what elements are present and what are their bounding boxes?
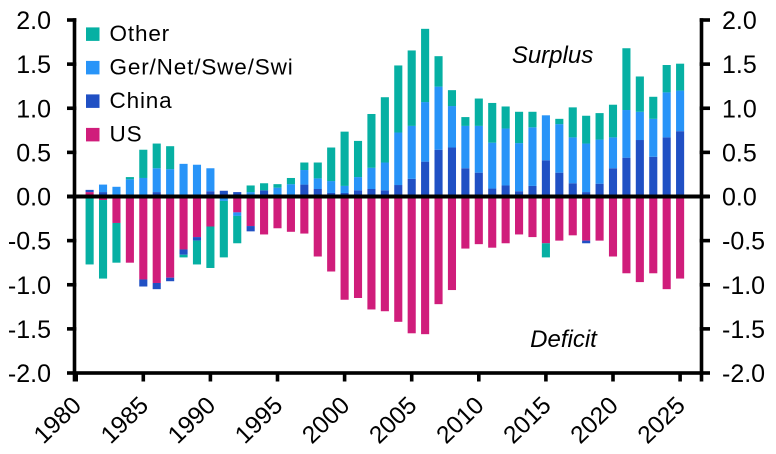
- svg-text:-0.5: -0.5: [722, 228, 765, 256]
- svg-text:Deficit: Deficit: [530, 326, 598, 353]
- svg-text:-2.0: -2.0: [722, 360, 765, 388]
- svg-text:1.5: 1.5: [722, 51, 757, 79]
- svg-text:1.5: 1.5: [16, 51, 51, 79]
- svg-text:0.5: 0.5: [722, 139, 757, 167]
- svg-text:-0.5: -0.5: [8, 228, 51, 256]
- svg-text:Ger/Net/Swe/Swi: Ger/Net/Swe/Swi: [110, 55, 294, 80]
- svg-text:-1.5: -1.5: [722, 316, 765, 344]
- svg-text:Surplus: Surplus: [512, 42, 593, 69]
- svg-text:-2.0: -2.0: [8, 360, 51, 388]
- svg-text:China: China: [110, 88, 173, 113]
- svg-text:0.0: 0.0: [722, 184, 757, 212]
- svg-text:1.0: 1.0: [722, 95, 757, 123]
- svg-text:Other: Other: [110, 21, 171, 46]
- svg-text:1.0: 1.0: [16, 95, 51, 123]
- svg-text:-1.0: -1.0: [722, 272, 765, 300]
- svg-text:-1.0: -1.0: [8, 272, 51, 300]
- svg-text:0.5: 0.5: [16, 139, 51, 167]
- svg-text:0.0: 0.0: [16, 184, 51, 212]
- svg-text:2.0: 2.0: [16, 7, 51, 35]
- svg-text:2.0: 2.0: [722, 7, 757, 35]
- svg-text:US: US: [110, 122, 143, 147]
- svg-text:-1.5: -1.5: [8, 316, 51, 344]
